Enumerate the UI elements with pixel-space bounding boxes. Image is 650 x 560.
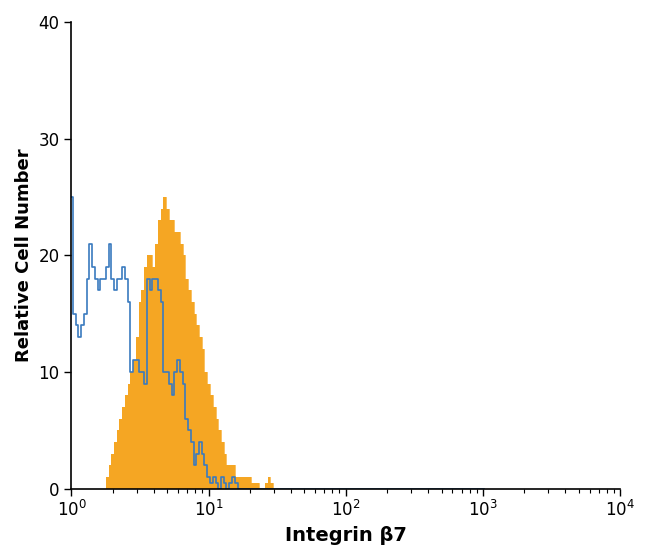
- X-axis label: Integrin β7: Integrin β7: [285, 526, 407, 545]
- Y-axis label: Relative Cell Number: Relative Cell Number: [15, 148, 33, 362]
